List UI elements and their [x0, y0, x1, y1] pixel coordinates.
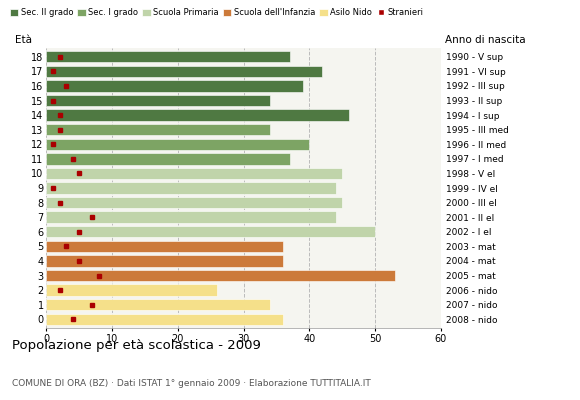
Bar — [46, 299, 270, 310]
Bar — [46, 197, 342, 208]
Bar — [46, 66, 322, 77]
Bar — [46, 138, 309, 150]
Text: Anno di nascita: Anno di nascita — [445, 35, 525, 45]
Bar — [46, 314, 283, 325]
Bar — [46, 51, 289, 62]
Bar — [46, 109, 349, 121]
Bar — [46, 270, 395, 281]
Bar — [46, 124, 270, 135]
Text: COMUNE DI ORA (BZ) · Dati ISTAT 1° gennaio 2009 · Elaborazione TUTTITALIA.IT: COMUNE DI ORA (BZ) · Dati ISTAT 1° genna… — [12, 379, 371, 388]
Bar — [46, 80, 303, 92]
Text: Popolazione per età scolastica - 2009: Popolazione per età scolastica - 2009 — [12, 339, 260, 352]
Bar — [46, 226, 375, 238]
Bar — [46, 241, 283, 252]
Text: Età: Età — [15, 35, 32, 45]
Bar — [46, 284, 218, 296]
Bar — [46, 182, 336, 194]
Bar — [46, 168, 342, 179]
Bar — [46, 212, 336, 223]
Legend: Sec. II grado, Sec. I grado, Scuola Primaria, Scuola dell'Infanzia, Asilo Nido, : Sec. II grado, Sec. I grado, Scuola Prim… — [10, 8, 423, 17]
Bar — [46, 255, 283, 267]
Bar — [46, 153, 289, 164]
Bar — [46, 95, 270, 106]
